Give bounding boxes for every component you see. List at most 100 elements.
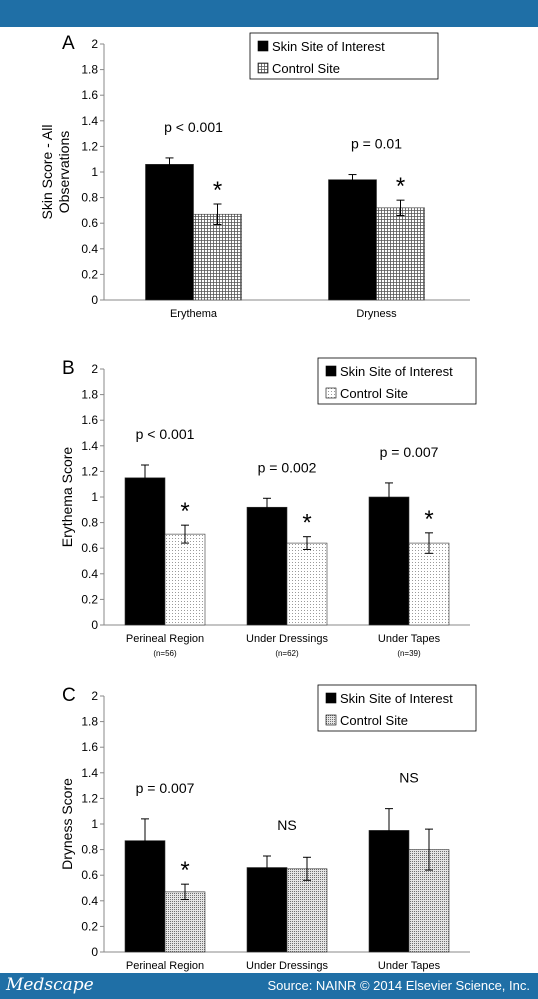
panel-letter: A [62,33,75,54]
p-value-annotation: p = 0.002 [258,459,317,475]
bar-interest [124,477,166,626]
source-credit: Source: NAINR © 2014 Elsevier Science, I… [267,978,530,993]
panel-letter: C [62,685,76,706]
p-value-annotation: NS [399,770,418,786]
y-tick-label: 1.2 [81,139,98,153]
significance-star: * [396,173,405,200]
bar-interest [145,164,194,301]
y-tick-label: 0.8 [81,843,98,857]
bar-control [408,542,450,626]
x-category-label: Dryness [356,308,397,320]
bar-interest [246,506,288,626]
y-tick-label: 1.6 [81,88,98,102]
legend-swatch [325,714,337,726]
y-tick-label: 0.2 [81,267,98,281]
y-tick-label: 0 [91,618,98,632]
p-value-annotation: p = 0.007 [380,444,439,460]
legend-label: Skin Site of Interest [272,39,385,54]
y-tick-label: 1.8 [81,388,98,402]
x-n-label: (n=39) [397,649,421,658]
bar-control [193,213,242,301]
y-axis-label: Erythema Score [59,447,75,548]
y-tick-label: 1 [91,490,98,504]
x-category-label: Under Tapes [378,960,441,972]
bar-control [376,207,425,301]
y-tick-label: 1.4 [81,766,98,780]
bar-control [286,542,328,626]
p-value-annotation: p = 0.01 [351,136,402,152]
panel-b: B 0 0.2 0.4 0.6 0.8 1 1.2 1.4 1.6 1.8 2 Erythema Sco… [59,357,477,658]
y-tick-label: 1.4 [81,439,98,453]
y-tick-label: 1 [91,165,98,179]
y-axis-label: Skin Score - AllObservations [39,125,72,220]
legend-label: Control Site [340,386,408,401]
footer-bar: Medscape Source: NAINR © 2014 Elsevier S… [0,973,538,999]
panel-a: A 0 0.2 0.4 0.6 0.8 1 1.2 1.4 1.6 1.8 2 Skin Score -… [39,32,470,320]
x-category-label: Perineal Region [126,633,204,645]
panel-c: C 0 0.2 0.4 0.6 0.8 1 1.2 1.4 1.6 1.8 2 Dryness Scor… [59,684,477,972]
medscape-logo: Medscape [6,975,94,995]
top-banner [0,0,538,27]
bar-interest [328,179,377,301]
p-value-annotation: p = 0.007 [136,780,195,796]
p-value-annotation: p < 0.001 [136,426,195,442]
bar-control [286,868,328,953]
y-axis-label: Dryness Score [59,778,75,870]
legend-box [317,357,477,405]
x-category-label: Perineal Region [126,960,204,972]
y-tick-label: 0.8 [81,516,98,530]
bar-interest [368,496,410,626]
y-tick-label: 0.6 [81,868,98,882]
legend-swatch [325,365,337,377]
y-tick-label: 0.2 [81,919,98,933]
y-tick-label: 2 [91,689,98,703]
y-tick-label: 1.4 [81,114,98,128]
bar-control [164,533,206,626]
panel-letter: B [62,358,75,379]
legend-label: Skin Site of Interest [340,691,453,706]
y-tick-label: 1.2 [81,791,98,805]
significance-star: * [180,857,189,884]
legend-swatch [325,692,337,704]
significance-star: * [424,506,433,533]
significance-star: * [180,498,189,525]
x-n-label: (n=62) [275,649,299,658]
figure-panels: A 0 0.2 0.4 0.6 0.8 1 1.2 1.4 1.6 1.8 2 Skin Score -… [39,32,477,972]
bar-control [164,891,206,953]
y-tick-label: 0.4 [81,894,98,908]
y-tick-label: 1.6 [81,413,98,427]
significance-star: * [302,510,311,537]
y-tick-label: 0 [91,293,98,307]
significance-star: * [213,177,222,204]
legend-swatch [325,387,337,399]
x-category-label: Under Tapes [378,633,441,645]
x-n-label: (n=56) [153,649,177,658]
y-tick-label: 0.2 [81,592,98,606]
y-tick-label: 0.6 [81,541,98,555]
y-tick-label: 2 [91,362,98,376]
y-tick-label: 0.6 [81,216,98,230]
y-tick-label: 0.4 [81,242,98,256]
legend-label: Skin Site of Interest [340,364,453,379]
y-tick-label: 1.8 [81,715,98,729]
bar-interest [246,867,288,953]
x-category-label: Erythema [170,308,218,320]
legend-swatch [257,62,269,74]
y-tick-label: 0 [91,945,98,959]
y-tick-label: 1.6 [81,740,98,754]
y-tick-label: 1.2 [81,464,98,478]
x-category-label: Under Dressings [246,633,328,645]
y-tick-label: 0.4 [81,567,98,581]
legend-label: Control Site [340,713,408,728]
legend-swatch [257,40,269,52]
legend-box [249,32,439,80]
y-tick-label: 2 [91,37,98,51]
p-value-annotation: NS [277,817,296,833]
p-value-annotation: p < 0.001 [164,119,223,135]
x-category-label: Under Dressings [246,960,328,972]
y-tick-label: 0.8 [81,191,98,205]
legend-label: Control Site [272,61,340,76]
legend-box [317,684,477,732]
y-tick-label: 1 [91,817,98,831]
y-tick-label: 1.8 [81,63,98,77]
